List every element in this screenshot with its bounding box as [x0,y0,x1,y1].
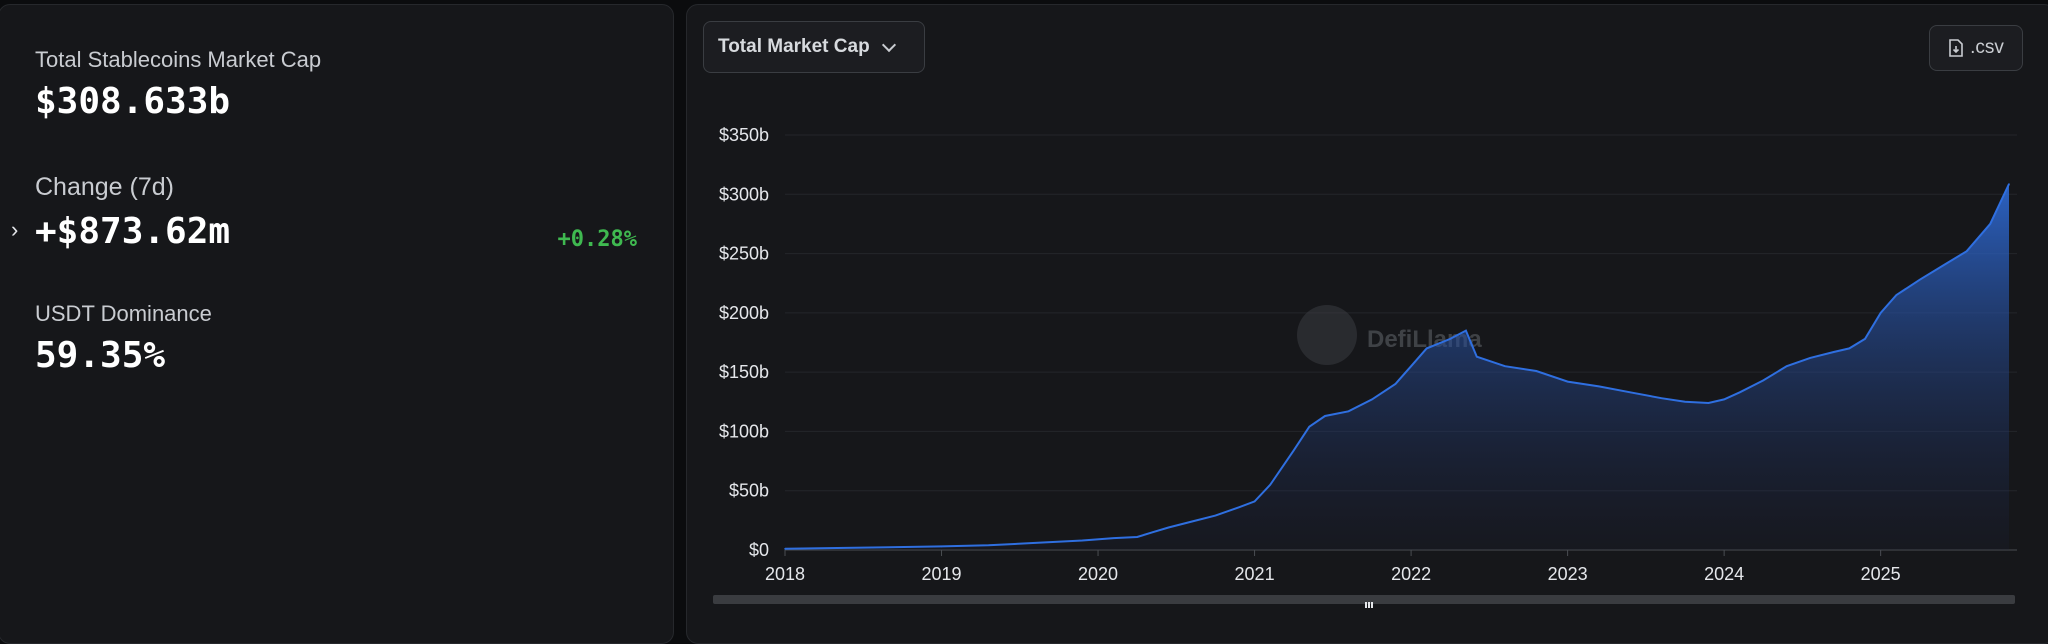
x-tick-label: 2025 [1861,564,1901,584]
data-point [1989,223,1992,225]
data-point [1965,250,1968,252]
data-point [1864,338,1866,340]
y-tick-label: $350b [719,125,769,145]
x-tick-label: 2019 [921,564,961,584]
data-point [1918,278,1921,281]
change-percent-badge: +0.28% [557,227,637,252]
data-point [1308,425,1311,428]
data-point [1707,402,1710,404]
data-point [1425,347,1428,350]
chart-panel: Total Market Cap .csv DefiLlama $0 $50b $1… [686,4,2048,644]
y-tick-label: $50b [729,481,769,501]
data-point [1785,365,1788,368]
data-point [2008,183,2010,185]
data-point [1347,410,1350,413]
data-point [1895,294,1898,296]
data-point [1476,355,1478,358]
data-point [1942,264,1945,267]
data-point [1738,391,1741,394]
data-point [1684,400,1686,403]
data-point [784,548,786,550]
data-point [1394,383,1397,385]
chevron-right-icon[interactable]: › [11,217,19,242]
data-point [1504,365,1506,368]
data-point [1269,483,1272,486]
metric-dropdown[interactable]: Total Market Cap [703,21,925,73]
market-cap-label: Total Stablecoins Market Cap [35,47,322,72]
y-tick-label: $300b [719,184,769,204]
x-tick-label: 2018 [765,564,805,584]
market-cap-chart[interactable]: DefiLlama $0 $50b $100b $150b $200b $250b $300… [687,5,2048,595]
metric-dropdown-label: Total Market Cap [718,36,870,57]
data-point [1660,397,1663,400]
data-point [1167,526,1170,529]
x-tick-label: 2023 [1548,564,1588,584]
data-point [1809,357,1812,359]
stats-panel: Total Stablecoins Market Cap $308.633b ›… [0,4,674,644]
data-point [1762,379,1765,382]
data-point [1034,542,1037,544]
llama-logo-icon [1297,305,1357,365]
area-fill [785,184,2009,550]
dominance-label: USDT Dominance [35,301,212,326]
x-tick-label: 2024 [1704,564,1744,584]
data-point [1324,415,1326,417]
csv-label: .csv [1970,37,2004,58]
data-point [1214,514,1217,517]
data-point [1449,338,1452,340]
data-point [1848,347,1851,350]
data-point [1832,351,1835,353]
data-point [1465,329,1467,332]
y-tick-label: $150b [719,362,769,382]
data-point [1723,398,1725,401]
data-point [1879,312,1882,314]
data-point [1238,506,1240,509]
data-point [1081,539,1084,542]
data-point [1112,537,1115,539]
y-tick-label: $100b [719,421,769,441]
y-tick-label: $250b [719,244,769,264]
data-point [1629,391,1632,394]
data-point [1136,536,1138,538]
data-point [1535,370,1538,372]
data-point [987,544,990,547]
data-point [1191,520,1193,523]
data-point [862,546,865,549]
data-point [940,545,943,548]
defillama-watermark: DefiLlama [1297,305,1482,365]
zoom-handle[interactable] [1365,595,1375,608]
data-point [1410,365,1412,368]
data-point [1371,398,1373,401]
data-point [1253,500,1256,503]
data-point [1566,380,1569,383]
y-tick-label: $0 [749,540,769,560]
download-csv-button[interactable]: .csv [1929,25,2023,71]
zoom-scrollbar[interactable] [713,595,2015,604]
data-point [1152,531,1154,534]
file-download-icon [1949,39,1963,57]
x-tick-label: 2022 [1391,564,1431,584]
dominance-value: 59.35% [35,335,166,376]
y-tick-label: $200b [719,303,769,323]
x-tick-label: 2020 [1078,564,1118,584]
data-point [1292,449,1295,452]
change-value: +$873.62m [35,211,231,252]
change-label: Change (7d) [35,173,174,201]
market-cap-value: $308.633b [35,81,231,122]
x-tick-label: 2021 [1235,564,1275,584]
data-point [1598,385,1600,388]
